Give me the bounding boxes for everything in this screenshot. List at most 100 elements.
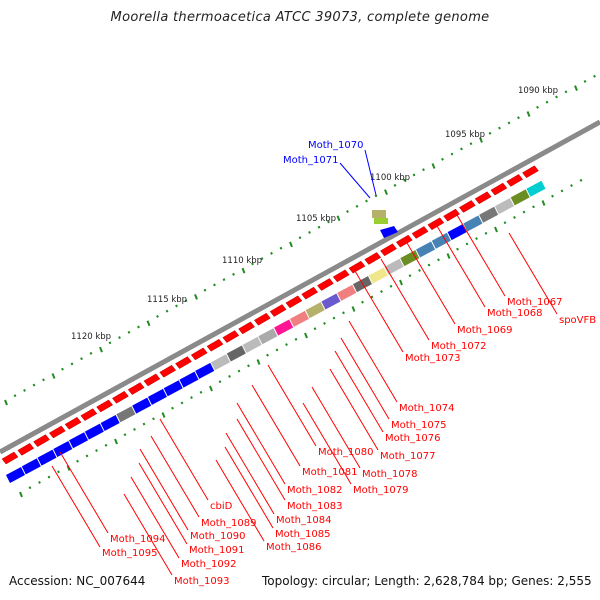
inner-tick: [342, 311, 345, 315]
leader-line: [138, 462, 188, 545]
gene-label: Moth_1092: [181, 559, 236, 570]
cds-arrow: [348, 260, 366, 274]
gene-label: Moth_1080: [318, 447, 373, 458]
leader-line: [139, 448, 189, 531]
inner-tick: [370, 295, 374, 299]
inner-tick: [218, 380, 222, 384]
feature-blue-arrow: [380, 226, 398, 238]
gene-label: Moth_1090: [190, 531, 245, 542]
gene-label: Moth_1068: [487, 308, 542, 319]
leader-line: [339, 162, 371, 199]
minor-tick: [583, 79, 587, 83]
gene-label: Moth_1072: [431, 341, 486, 352]
feature-box: [242, 336, 262, 353]
inner-tick: [152, 417, 155, 421]
ruler-label: 1105 kbp: [296, 214, 336, 224]
minor-tick: [108, 341, 112, 345]
leader-line: [302, 402, 352, 485]
cds-arrow: [364, 252, 382, 265]
gene-label: Moth_1075: [391, 420, 446, 431]
feature-box: [147, 388, 167, 405]
cds-arrow: [190, 347, 208, 361]
gene-label: Moth_1077: [380, 451, 435, 462]
map-title: Moorella thermoacetica ATCC 39073, compl…: [110, 10, 490, 25]
cds-arrow: [159, 364, 177, 378]
minor-tick: [89, 351, 93, 355]
ruler-label: 1100 kbp: [370, 173, 410, 183]
gene-label: Moth_1076: [385, 433, 440, 444]
minor-tick: [460, 147, 463, 151]
cds-arrow: [48, 425, 66, 439]
gene-label: Moth_1082: [287, 485, 342, 496]
gene-label: cbiD: [210, 501, 233, 512]
minor-tick: [270, 251, 273, 255]
ruler-label: 1120 kbp: [71, 332, 111, 342]
minor-tick: [13, 394, 17, 398]
leader-line: [354, 270, 404, 353]
major-tick: [336, 215, 341, 222]
gene-label: Moth_1094: [110, 534, 165, 545]
feature-box: [163, 380, 183, 397]
leader-line: [225, 432, 275, 515]
feature-box: [53, 440, 73, 457]
minor-tick: [441, 157, 444, 161]
gene-labels: Moth_1070Moth_1071spoVFBMoth_1067Moth_10…: [102, 140, 596, 587]
inner-tick: [294, 337, 298, 341]
cds-arrow: [301, 286, 319, 300]
cds-arrow: [522, 165, 539, 179]
cds-arrow: [411, 226, 429, 239]
inner-tick: [532, 205, 535, 209]
minor-tick: [137, 325, 140, 329]
inner-tick: [475, 237, 478, 241]
inner-tick: [123, 433, 127, 437]
gene-label: Moth_1085: [275, 529, 330, 540]
inner-tick: [522, 210, 526, 214]
minor-tick: [184, 299, 188, 303]
gene-label: Moth_1074: [399, 403, 454, 414]
cds-arrow: [253, 312, 271, 326]
minor-tick: [260, 257, 264, 261]
inner-tick: [399, 279, 403, 286]
cds-arrow: [33, 434, 50, 447]
inner-tick: [408, 274, 412, 278]
minor-tick: [327, 220, 330, 224]
minor-tick: [298, 236, 302, 240]
feature-box: [84, 423, 104, 440]
feature-box: [526, 180, 546, 197]
major-tick: [289, 241, 293, 248]
inner-tick: [465, 242, 469, 246]
minor-tick: [422, 168, 425, 172]
inner-tick: [361, 300, 364, 304]
gene-label: Moth_1079: [353, 485, 408, 496]
minor-tick: [61, 367, 64, 371]
feature-box: [337, 284, 357, 301]
minor-tick: [536, 105, 539, 109]
cds-arrow: [64, 416, 82, 430]
major-tick: [146, 320, 151, 327]
cds-arrow: [222, 330, 240, 343]
inner-tick: [579, 178, 583, 182]
inner-tick: [114, 438, 118, 445]
cds-arrow: [506, 174, 524, 187]
gene-label: Moth_1070: [308, 140, 363, 151]
major-tick: [574, 85, 578, 91]
feature-box: [6, 467, 25, 483]
minor-tick: [213, 283, 216, 287]
major-tick: [431, 163, 436, 169]
minor-tick: [156, 315, 159, 318]
leader-line: [130, 476, 180, 559]
inner-tick: [47, 475, 51, 479]
leader-line: [380, 258, 430, 341]
minor-tick: [564, 90, 568, 94]
leader-line: [508, 232, 558, 315]
leader-line: [236, 402, 286, 485]
topology-summary: Topology: circular; Length: 2,628,784 bp…: [262, 574, 592, 588]
minor-tick: [403, 178, 406, 182]
major-tick: [51, 373, 56, 379]
ruler-label: 1090 kbp: [518, 86, 558, 96]
minor-tick: [365, 199, 368, 203]
feature-box: [479, 206, 499, 223]
feature-box: [274, 319, 294, 336]
leader-line: [236, 418, 286, 501]
